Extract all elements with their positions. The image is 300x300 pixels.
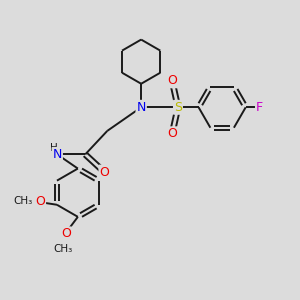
Text: O: O bbox=[167, 74, 177, 87]
Text: CH₃: CH₃ bbox=[53, 244, 73, 254]
Text: N: N bbox=[52, 148, 62, 161]
Text: S: S bbox=[174, 101, 182, 114]
Text: O: O bbox=[35, 195, 45, 208]
Text: N: N bbox=[136, 101, 146, 114]
Text: CH₃: CH₃ bbox=[13, 196, 32, 206]
Text: O: O bbox=[99, 166, 109, 178]
Text: O: O bbox=[61, 227, 71, 240]
Text: F: F bbox=[256, 101, 263, 114]
Text: H: H bbox=[50, 143, 58, 153]
Text: O: O bbox=[167, 127, 177, 140]
